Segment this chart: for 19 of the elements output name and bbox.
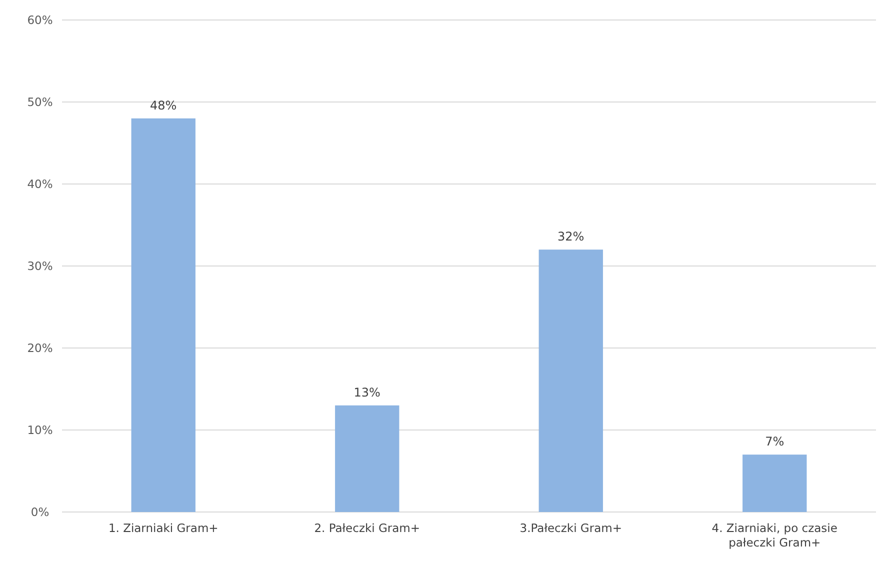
data-label: 7% <box>765 434 784 449</box>
bar <box>742 454 807 512</box>
x-tick-label: 1. Ziarniaki Gram+ <box>108 521 218 535</box>
y-tick-label: 60% <box>27 13 53 28</box>
x-tick-label: 2. Pałeczki Gram+ <box>314 521 420 535</box>
bar <box>131 118 196 512</box>
y-tick-label: 20% <box>27 341 53 356</box>
x-tick-label: 3.Pałeczki Gram+ <box>520 521 622 535</box>
y-tick-label: 50% <box>27 95 53 110</box>
y-tick-label: 30% <box>27 259 53 274</box>
data-label: 48% <box>150 98 177 112</box>
bar <box>335 405 400 512</box>
y-tick-label: 40% <box>27 177 53 192</box>
data-label: 32% <box>558 230 584 244</box>
y-tick-label: 10% <box>27 423 53 438</box>
bar <box>538 250 603 512</box>
x-tick-label: 4. Ziarniaki, po czasie pałeczki Gram+ <box>712 521 838 550</box>
data-label: 13% <box>354 385 380 400</box>
y-tick-label: 0% <box>30 505 50 520</box>
